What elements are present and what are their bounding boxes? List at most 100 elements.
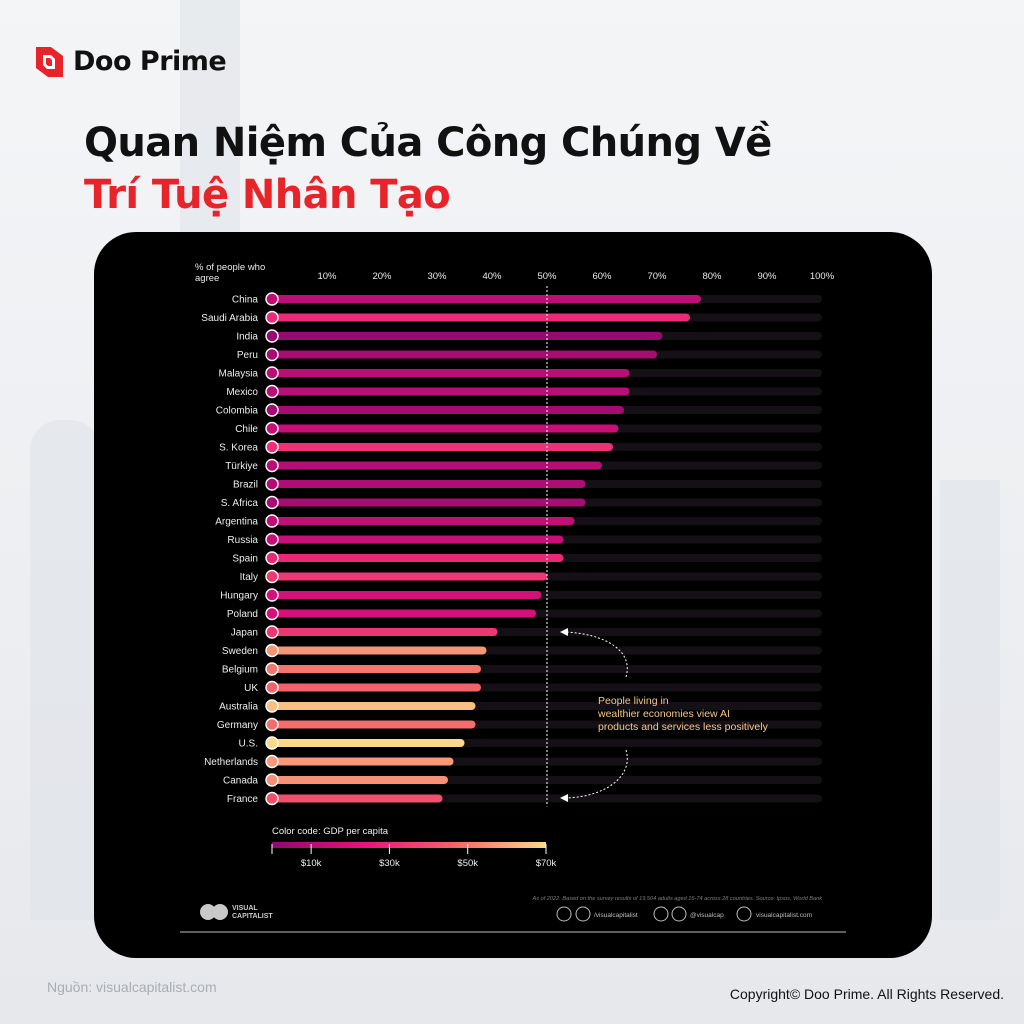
category-label: Australia (219, 702, 258, 713)
bar (272, 757, 454, 766)
x-tick-label: 30% (427, 271, 447, 282)
category-label: Canada (223, 776, 258, 787)
bar (272, 776, 448, 784)
flag-icon (265, 680, 279, 695)
category-label: Netherlands (204, 757, 258, 768)
flag-icon (265, 440, 279, 454)
bar (272, 665, 481, 673)
copyright-note: Copyright© Doo Prime. All Rights Reserve… (729, 986, 1004, 1002)
legend-title: Color code: GDP per capita (272, 826, 389, 837)
bar (272, 480, 586, 488)
bar (272, 535, 564, 544)
legend-tick-label: $10k (301, 858, 322, 869)
category-label: Türkiye (225, 461, 258, 472)
bar (272, 295, 701, 303)
x-tick-label: 50% (537, 271, 557, 282)
bar (272, 683, 481, 692)
bar (272, 591, 542, 599)
bar (272, 369, 630, 377)
doo-prime-logo-icon (36, 46, 63, 77)
bar (272, 350, 657, 359)
category-label: Colombia (216, 406, 259, 417)
flag-icon (265, 458, 279, 473)
flag-icon (265, 791, 279, 806)
bar (272, 720, 476, 729)
flag-icon (265, 495, 279, 510)
annotation-arrowhead (560, 628, 568, 636)
flag-icon (265, 662, 279, 676)
visual-capitalist-logo-icon (212, 904, 228, 920)
annotation-arrow (565, 749, 628, 799)
facebook-icon (556, 906, 572, 922)
flag-icon (265, 625, 279, 639)
bar (272, 628, 498, 636)
social-handle: @visualcap (690, 912, 724, 919)
bar (272, 424, 619, 433)
flag-icon (265, 329, 279, 343)
flag-icon (265, 310, 279, 325)
category-label: China (232, 295, 259, 306)
flag-icon (265, 532, 279, 547)
bar (272, 313, 690, 322)
flag-icon (265, 643, 279, 658)
legend-gradient (272, 842, 546, 848)
annotation-arrow (565, 631, 628, 678)
x-tick-label: 40% (482, 271, 502, 282)
category-label: U.S. (239, 739, 258, 750)
publisher-name: VISUAL CAPITALIST (232, 905, 273, 920)
bar (272, 461, 602, 470)
page-title: Quan Niệm Của Công Chúng Về (84, 120, 772, 166)
flag-icon (265, 773, 279, 787)
footnote: As of 2022. Based on the survey results … (532, 896, 824, 902)
bar (272, 646, 487, 655)
flag-icon (265, 699, 279, 713)
category-label: UK (244, 683, 258, 694)
flag-icon (265, 384, 279, 399)
social-handle: visualcapitalist.com (756, 912, 812, 919)
bar (272, 609, 536, 618)
category-label: Germany (217, 720, 258, 731)
category-label: Brazil (233, 480, 258, 491)
category-label: Russia (227, 535, 258, 546)
category-label: Chile (235, 424, 258, 435)
bar (272, 702, 476, 710)
category-label: Poland (227, 609, 258, 620)
brand: Doo Prime (36, 46, 227, 77)
category-label: Belgium (222, 665, 258, 676)
source-note: Nguồn: visualcapitalist.com (47, 979, 217, 995)
flag-icon (265, 477, 279, 491)
flag-icon (265, 551, 279, 565)
flag-icon (265, 606, 279, 621)
category-label: Japan (231, 628, 258, 639)
flag-icon (265, 754, 279, 769)
category-label: Argentina (215, 517, 258, 528)
legend-tick-label: $50k (457, 858, 478, 869)
flag-icon (265, 421, 279, 436)
social-handle: /visualcapitalist (594, 912, 638, 919)
category-label: Saudi Arabia (201, 313, 258, 324)
flag-icon (265, 569, 279, 584)
cursor-icon (736, 906, 752, 922)
category-label: Mexico (226, 387, 258, 398)
category-label: Hungary (220, 591, 258, 602)
page-subtitle: Trí Tuệ Nhân Tạo (84, 172, 451, 218)
bar (272, 554, 564, 562)
bar (272, 332, 663, 340)
annotation-arrowhead (560, 794, 568, 802)
brand-name: Doo Prime (73, 46, 227, 77)
category-label: S. Korea (219, 443, 258, 454)
category-label: S. Africa (221, 498, 259, 509)
bar-chart: % of people who agree 10% 20% 30% 40% 50% 60% 70… (180, 262, 846, 933)
y-axis-label: % of people who agree (195, 262, 265, 284)
category-label: France (227, 794, 259, 805)
flag-icon (265, 736, 279, 750)
bar (272, 498, 586, 507)
bar (272, 794, 443, 803)
category-label: Malaysia (219, 369, 259, 380)
category-label: Spain (232, 554, 258, 565)
x-tick-label: 90% (757, 271, 777, 282)
x-tick-label: 10% (317, 271, 337, 282)
background-tower (940, 480, 1000, 920)
bar (272, 517, 575, 525)
flag-icon (265, 717, 279, 732)
